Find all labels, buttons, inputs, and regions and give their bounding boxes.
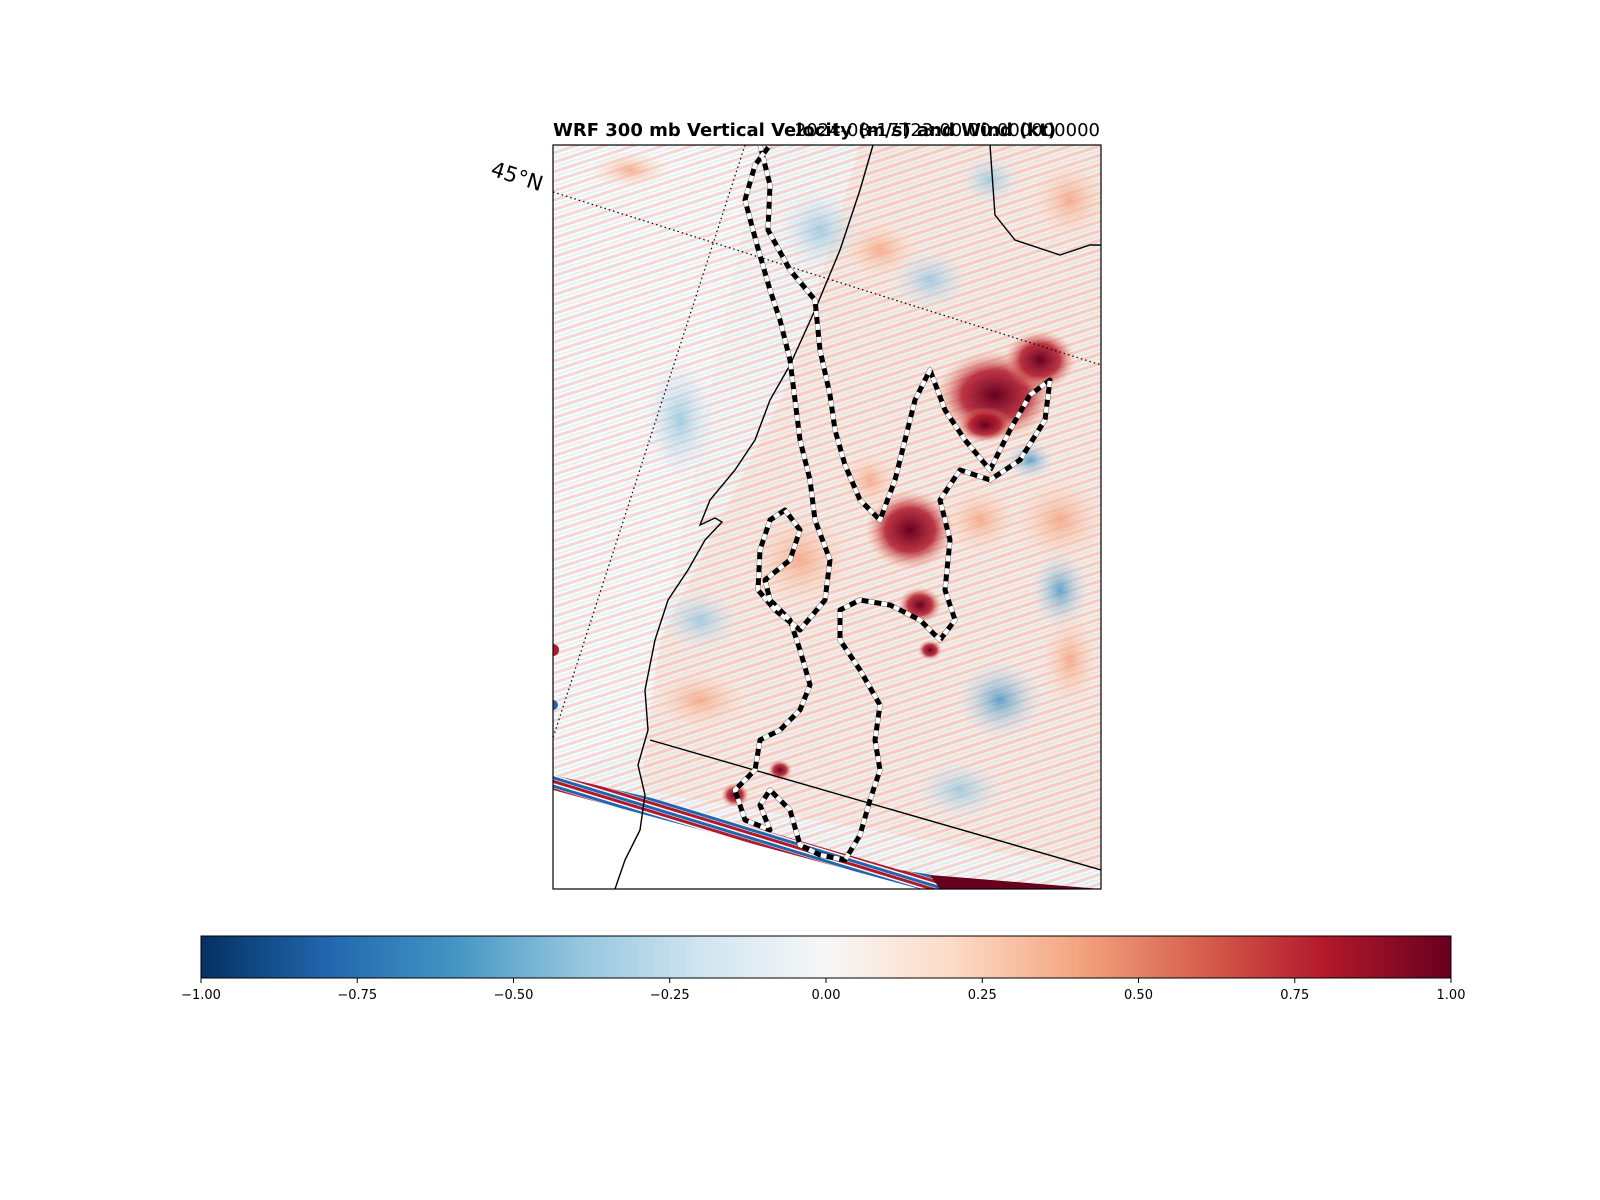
coastline (614, 145, 1101, 889)
colorbar: −1.00 −0.75 −0.50 −0.25 0.00 0.25 0.50 0.75 1.00 (181, 935, 1465, 1003)
domain-edge-stripe-hot (930, 875, 1101, 889)
chart-title-left: WRF 300 mb Vertical Velocity (m/s) and W… (553, 120, 1056, 141)
colorbar-tick-label: −0.50 (494, 988, 534, 1003)
colorbar-tick-label: 1.00 (1437, 988, 1466, 1003)
gridlines (553, 145, 1101, 739)
colorbar-ticks: −1.00 −0.75 −0.50 −0.25 0.00 0.25 0.50 0.75 1.00 (181, 978, 1465, 1003)
outside-domain (553, 790, 920, 889)
colorbar-fill (201, 936, 1451, 978)
colorbar-tick-label: 0.75 (1280, 988, 1309, 1003)
wind-contour (732, 145, 1053, 863)
chart-title-right: 2024-08-17T23:00:00.000000000 (795, 120, 1100, 141)
colorbar-tick-label: 0.00 (812, 988, 841, 1003)
colorbar-tick-label: 0.25 (968, 988, 997, 1003)
latitude-label: 45°N (488, 157, 546, 196)
colorbar-tick-label: 0.50 (1124, 988, 1153, 1003)
colorbar-tick-label: −1.00 (181, 988, 221, 1003)
map-frame (552, 144, 1102, 890)
vertical-velocity-field (553, 152, 1101, 820)
map-panel (553, 145, 1101, 889)
colorbar-tick-label: −0.25 (650, 988, 690, 1003)
colorbar-tick-label: −0.75 (337, 988, 377, 1003)
